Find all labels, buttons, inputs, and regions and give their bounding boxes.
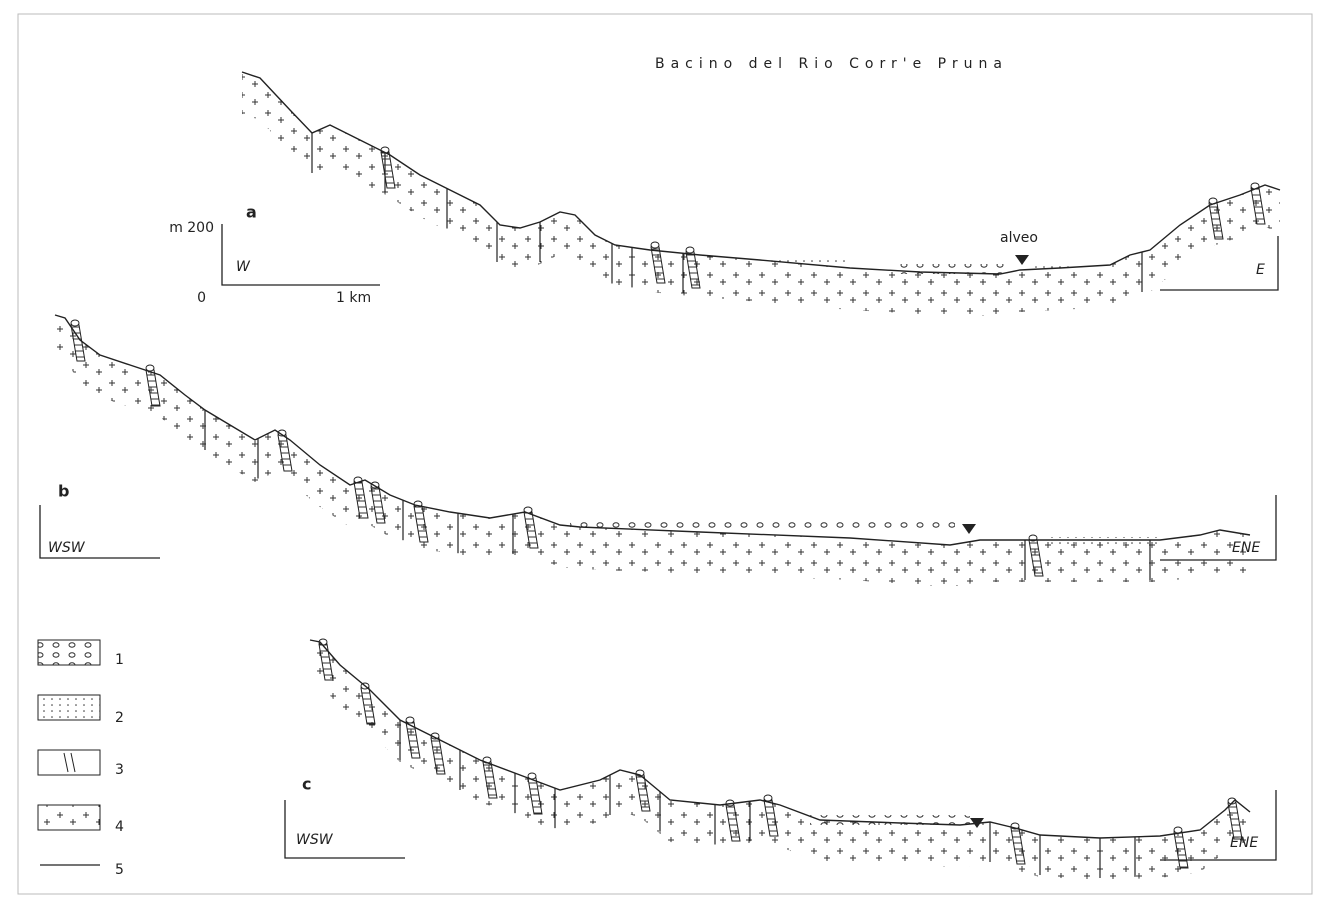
annotation: alveo	[1000, 230, 1038, 246]
west-label: WSW	[296, 832, 334, 848]
scale-horizontal: 1 km	[336, 290, 371, 306]
scale-vertical: m 200	[169, 220, 214, 236]
legend-label: 1	[115, 652, 124, 668]
dyke-top	[651, 242, 659, 248]
legend-swatch	[38, 805, 100, 830]
legend-label: 5	[115, 862, 124, 878]
bedrock	[242, 72, 1280, 316]
legend-label: 2	[115, 710, 124, 726]
section-label: a	[246, 203, 257, 222]
section-label: c	[302, 775, 311, 794]
legend-swatch	[38, 640, 100, 665]
dyke-top	[71, 320, 79, 326]
title: Bacino del Rio Corr'e Pruna	[655, 56, 1008, 72]
dyke-top	[406, 717, 414, 723]
west-label: W	[236, 259, 251, 275]
river-marker	[1015, 255, 1029, 265]
bedrock	[55, 315, 1250, 587]
legend-label: 3	[115, 762, 124, 778]
west-frame	[285, 800, 405, 858]
legend-label: 4	[115, 819, 124, 835]
river-marker	[962, 524, 976, 534]
dyke-top	[1174, 827, 1182, 833]
east-label: E	[1256, 262, 1265, 278]
scale-bar	[222, 224, 380, 285]
scale-origin: 0	[197, 290, 206, 306]
dyke-top	[764, 795, 772, 801]
legend-dyke	[64, 753, 75, 772]
alluvium-pebble	[570, 522, 955, 532]
legend-swatch	[38, 750, 100, 775]
figure: Bacino del Rio Corr'e Pruna a m 200 0 1 …	[0, 0, 1330, 907]
west-label: WSW	[48, 540, 86, 556]
section-label: b	[58, 482, 69, 501]
bedrock	[310, 640, 1250, 880]
legend-swatch	[38, 695, 100, 720]
dyke-top	[686, 247, 694, 253]
